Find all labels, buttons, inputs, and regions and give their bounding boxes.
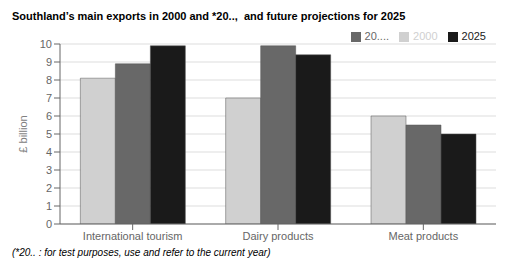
svg-text:10: 10 xyxy=(40,38,52,50)
html-text:(*20.. : for test purposes, us: (*20.. : for test purposes, use and refe… xyxy=(12,247,271,258)
svg-text:International tourism: International tourism xyxy=(83,230,183,242)
svg-text:£ billion: £ billion xyxy=(17,115,29,152)
html-text:20....: 20.... xyxy=(364,30,389,42)
svg-text:8: 8 xyxy=(46,74,52,86)
html-text:Southland’s main exports in 20: Southland’s main exports in 2000 and *20… xyxy=(12,10,406,22)
svg-text:9: 9 xyxy=(46,56,52,68)
svg-text:3: 3 xyxy=(46,164,52,176)
svg-text:2: 2 xyxy=(46,182,52,194)
html-text:2000: 2000 xyxy=(413,30,438,42)
svg-text:5: 5 xyxy=(46,128,52,140)
svg-text:Meat products: Meat products xyxy=(388,230,458,242)
svg-text:0: 0 xyxy=(46,218,52,230)
svg-text:4: 4 xyxy=(46,146,52,158)
svg-text:7: 7 xyxy=(46,92,52,104)
svg-text:6: 6 xyxy=(46,110,52,122)
svg-text:Dairy products: Dairy products xyxy=(243,230,314,242)
svg-text:1: 1 xyxy=(46,200,52,212)
html-text:2025: 2025 xyxy=(461,30,486,42)
